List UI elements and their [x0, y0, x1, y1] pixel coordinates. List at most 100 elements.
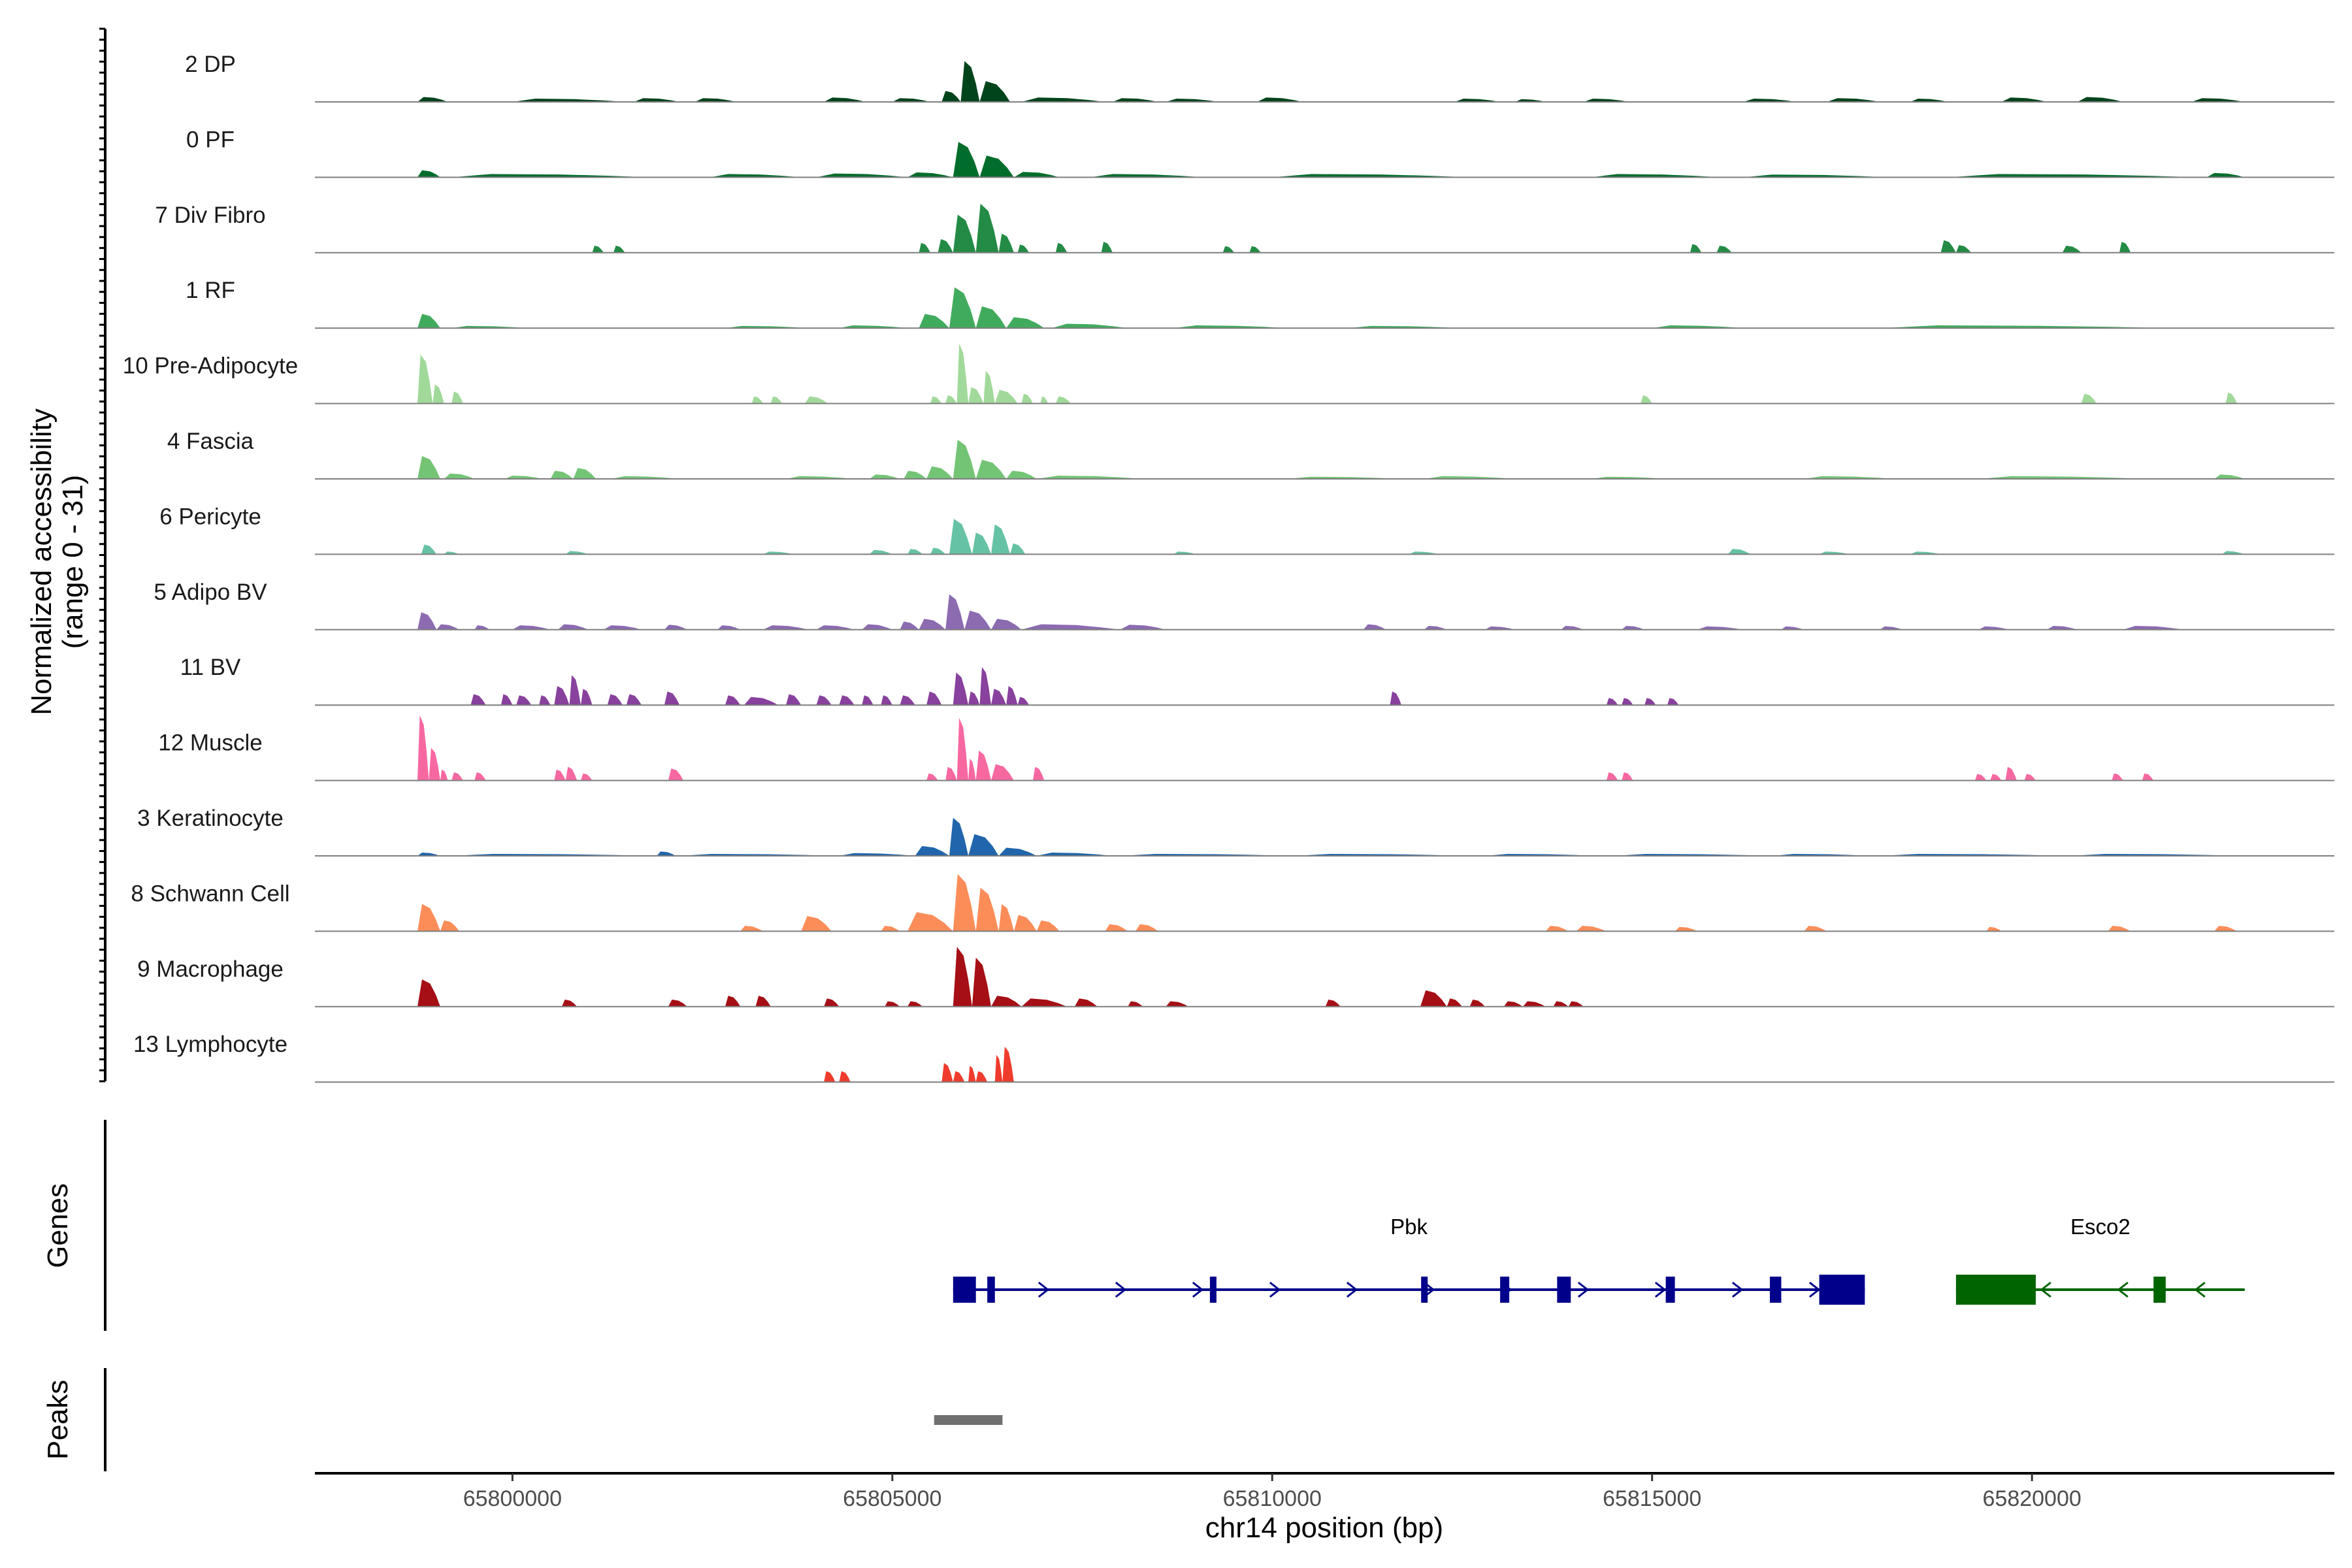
coverage-peak: [1222, 246, 1235, 253]
coverage-peak: [1424, 476, 1516, 479]
coverage-peak: [607, 694, 623, 706]
coverage-peak: [1568, 1001, 1584, 1007]
coverage-peak: [504, 476, 543, 479]
track-label: 6 Pericyte: [159, 504, 261, 529]
coverage-peak: [444, 473, 475, 479]
x-tick-label: 65820000: [1983, 1486, 2082, 1511]
track-label: 4 Fascia: [167, 429, 254, 454]
x-tick-label: 65805000: [843, 1486, 941, 1511]
coverage-peak: [975, 459, 1007, 479]
track-label: 13 Lymphocyte: [133, 1032, 287, 1057]
coverage-peak: [1955, 245, 1972, 253]
coverage-peak: [1074, 998, 1098, 1007]
coverage-peak: [1781, 626, 1805, 630]
coverage-peak: [1120, 625, 1166, 630]
coverage-peak: [1523, 1001, 1546, 1007]
coverage-peak: [998, 233, 1014, 253]
coverage-tracks: 2 DP 0 PF 7 Div Fibro 1 RF 10 Pre-Adipocyte 4…: [123, 52, 2334, 1083]
coverage-peak: [1910, 99, 1949, 102]
coverage-peak: [953, 142, 980, 178]
coverage-peak: [949, 287, 976, 329]
coverage-peak: [613, 246, 625, 253]
x-axis-ticks: 65800000 65805000 65810000 65815000 65820000: [463, 1473, 2082, 1511]
coverage-peak: [2024, 774, 2036, 781]
coverage-peak: [664, 691, 680, 706]
coverage-peak: [824, 1071, 836, 1083]
coverage-peak: [1173, 325, 1288, 329]
track-label: 0 PF: [186, 127, 235, 152]
coverage-peak: [451, 772, 463, 781]
coverage-peak: [892, 98, 930, 102]
coverage-peak: [941, 1063, 953, 1083]
coverage-peak: [1113, 98, 1158, 102]
track-4: 1 RF: [186, 278, 2334, 329]
coverage-peak: [1641, 395, 1652, 404]
coverage-peak: [2225, 392, 2238, 404]
coverage-peak: [1420, 990, 1447, 1007]
coverage-peak: [1553, 1001, 1569, 1007]
y-axis-title-line1: Normalized accessibility: [25, 408, 57, 715]
coverage-peak: [565, 766, 578, 781]
coverage-peak: [668, 768, 683, 781]
coverage-peak: [1166, 1001, 1189, 1007]
coverage-peak: [1880, 325, 2169, 329]
coverage-peak: [2112, 773, 2123, 781]
coverage-peak: [1948, 174, 2199, 178]
coverage-peak: [664, 625, 687, 630]
coverage-peak: [1040, 396, 1049, 404]
track-11: 3 Keratinocyte: [137, 806, 2334, 857]
track-label: 5 Adipo BV: [154, 580, 267, 605]
coverage-peak: [953, 214, 976, 253]
coverage-peak: [1827, 98, 1880, 102]
coverage-peak: [2214, 926, 2238, 932]
coverage-peak: [907, 912, 953, 932]
track-label: 10 Pre-Adipocyte: [123, 353, 298, 379]
coverage-peak: [417, 904, 440, 932]
coverage-peak: [1622, 698, 1633, 706]
coverage-peak: [417, 456, 440, 479]
strand-arrow: [1731, 1281, 1744, 1298]
strand-arrow: [2194, 1281, 2206, 1298]
coverage-peak: [1010, 543, 1026, 555]
coverage-peak: [2214, 474, 2245, 479]
coverage-peak: [417, 612, 437, 630]
coverage-peak: [979, 155, 1014, 178]
coverage-peak: [1978, 476, 2146, 479]
gene-exon: [1557, 1277, 1571, 1303]
coverage-peak: [953, 947, 972, 1007]
coverage-peak: [975, 203, 999, 253]
coverage-peak: [972, 532, 991, 555]
strand-arrow: [2040, 1281, 2051, 1298]
coverage-peak: [417, 853, 440, 856]
coverage-peak: [1055, 396, 1071, 404]
coverage-peak: [1390, 691, 1401, 706]
coverage-peak: [2206, 172, 2245, 178]
peaks-panel-label: Peaks: [42, 1380, 74, 1460]
coverage-peak: [1990, 774, 2002, 781]
coverage-peak: [869, 474, 900, 479]
coverage-peak: [1454, 99, 1501, 102]
coverage-peak: [991, 689, 1007, 706]
coverage-peak: [573, 468, 596, 479]
coverage-peak: [1644, 698, 1656, 706]
coverage-peak: [512, 99, 627, 102]
coverage-peak: [930, 396, 942, 404]
coverage-peak: [1974, 774, 1987, 781]
track-label: 1 RF: [186, 278, 235, 303]
coverage-peak: [516, 695, 532, 706]
y-axis: [99, 27, 106, 1083]
coverage-peak: [474, 625, 490, 630]
coverage-peak: [926, 466, 953, 479]
track-14: 13 Lymphocyte: [133, 1032, 2334, 1083]
track-5: 10 Pre-Adipocyte: [123, 343, 2334, 404]
coverage-peak: [907, 1001, 923, 1007]
coverage-peak: [634, 98, 680, 102]
coverage-peak: [554, 769, 566, 781]
coverage-peak: [1006, 470, 1037, 479]
coverage-peak: [1697, 626, 1744, 630]
coverage-peak: [926, 773, 938, 781]
coverage-peak: [436, 624, 459, 630]
coverage-peak: [824, 97, 866, 102]
coverage-peak: [919, 619, 946, 630]
